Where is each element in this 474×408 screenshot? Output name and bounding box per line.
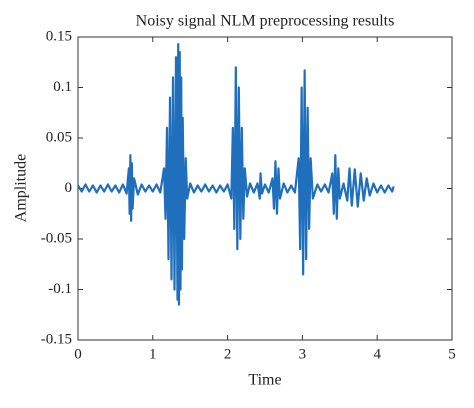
plot-frame	[77, 36, 453, 341]
y-tick-label: 0.05	[46, 129, 72, 145]
x-tick-label: 3	[299, 346, 307, 362]
x-axis-label: Time	[248, 372, 281, 389]
x-tick-label: 0	[74, 346, 82, 362]
x-tick-label: 5	[448, 346, 456, 362]
chart-title: Noisy signal NLM preprocessing results	[136, 13, 395, 30]
y-tick-label: -0.1	[48, 281, 72, 297]
y-axis-label: Amplitude	[13, 154, 30, 222]
y-tick-label: 0	[65, 180, 73, 196]
x-tick-label: 2	[224, 346, 232, 362]
y-tick-label: -0.05	[41, 230, 72, 246]
x-tick-label: 1	[149, 346, 157, 362]
waveform	[77, 42, 395, 306]
y-tick-label: 0.1	[53, 79, 72, 95]
y-tick-label: 0.15	[46, 28, 72, 44]
y-tick-label: -0.15	[41, 331, 72, 347]
x-tick-label: 4	[373, 346, 381, 362]
